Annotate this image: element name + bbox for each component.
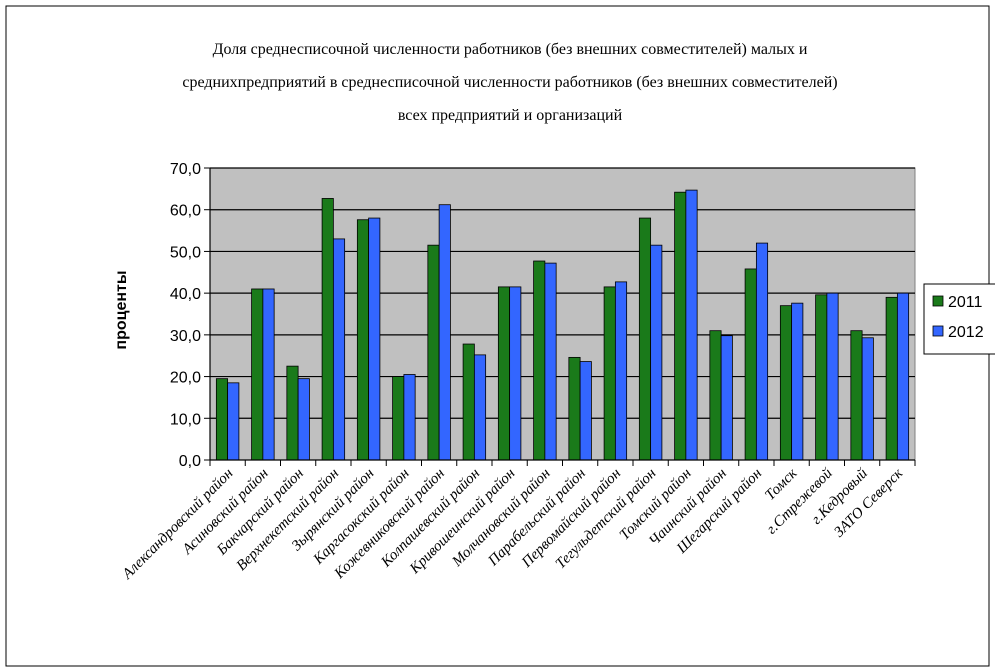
y-tick-label: 60,0 [170,203,201,220]
y-tick-label: 50,0 [170,244,201,261]
legend: 2011 2012 [923,283,995,355]
plot-area [209,167,916,461]
y-tick-label: 20,0 [170,370,201,387]
y-tick-label: 40,0 [170,286,201,303]
bar-2012 [332,238,346,461]
bar-2011 [744,268,757,461]
bar-2012 [614,281,628,461]
bar-2011 [709,330,722,461]
bar-2012 [579,361,592,461]
bar-2012 [509,286,522,461]
y-tick-label: 30,0 [170,328,201,345]
y-tick-label: 70,0 [170,161,201,178]
bar-2012 [685,189,698,461]
title-line-3: всех предприятий и организаций [398,107,623,124]
bar-2012 [791,302,804,461]
bar-2011 [392,376,405,461]
title-line-1: Доля среднесписочной численности работни… [213,41,808,58]
bar-2011 [815,294,828,461]
bar-2011 [356,219,370,461]
bar-2011 [533,260,546,461]
bar-2012 [227,382,240,461]
bar-2012 [438,204,451,461]
bar-2011 [568,356,581,461]
legend-swatch-2012 [932,325,944,337]
axes [204,167,916,466]
bar-2012 [650,244,663,461]
bar-2012 [262,288,275,461]
legend-label-2011: 2011 [948,294,983,311]
bar-2011 [286,365,299,461]
y-tick-labels: 0,0 10,0 20,0 30,0 40,0 50,0 60,0 70,0 [170,161,201,470]
bar-2012 [861,337,874,461]
y-tick-label: 0,0 [179,453,201,470]
title-line-2: среднихпредприятий в среднесписочной чис… [182,74,837,91]
bar-2012 [403,374,416,461]
bar-2012 [544,262,557,461]
bar-2011 [497,286,511,461]
y-tick-label: 10,0 [170,411,201,428]
legend-swatch-2011 [932,295,944,307]
bar-2011 [603,286,616,461]
bar-2012 [755,242,769,461]
bar-2011 [427,244,440,461]
y-axis-label: проценты [113,270,130,349]
bar-2011 [215,378,229,461]
bar-2012 [297,378,310,461]
bar-2012 [473,354,487,461]
bar-2012 [720,335,733,461]
bar-2012 [896,292,910,461]
bar-2011 [674,191,687,461]
bar-2011 [638,217,652,461]
bar-2012 [368,217,381,461]
bar-2011 [885,296,898,461]
bar-2011 [462,343,475,461]
bar-2012 [826,292,839,461]
bar-2011 [779,305,793,461]
bar-2011 [850,330,863,461]
bar-2011 [251,288,264,461]
bar-2011 [321,198,334,461]
chart-title: Доля среднесписочной численности работни… [182,41,837,124]
legend-label-2012: 2012 [948,324,984,341]
